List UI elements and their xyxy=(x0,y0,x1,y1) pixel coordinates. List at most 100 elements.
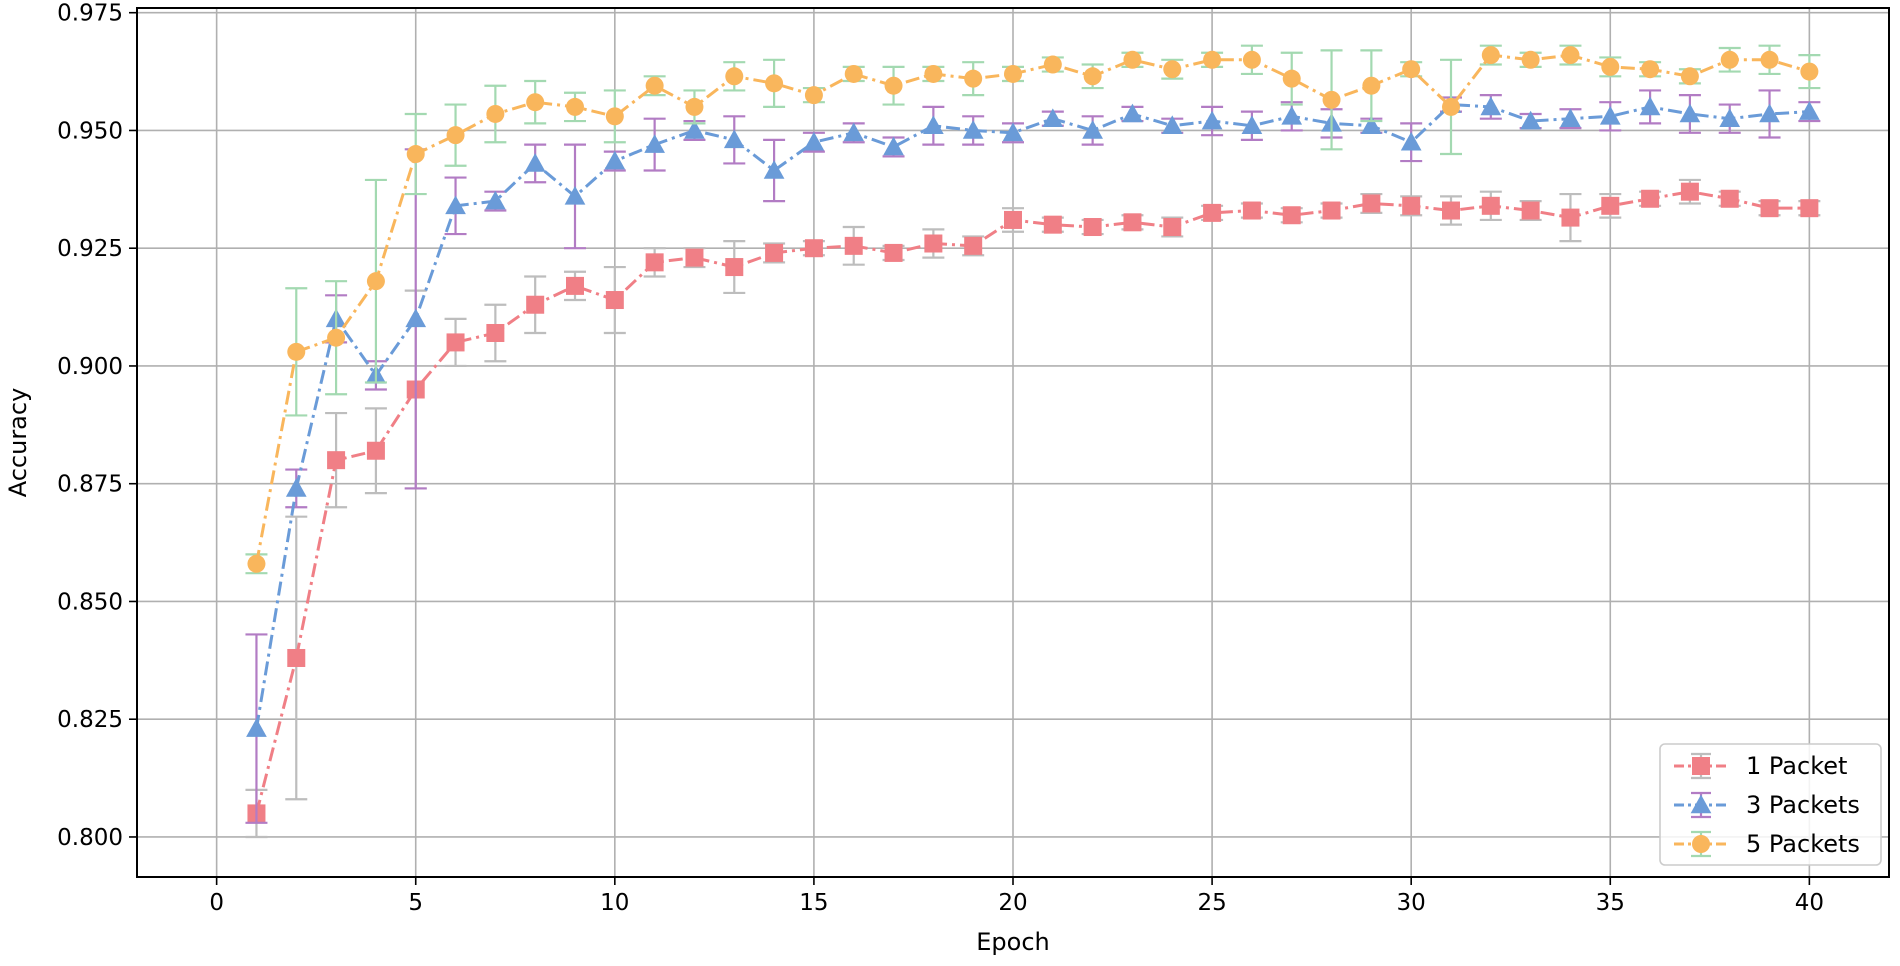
x-tick-label: 10 xyxy=(600,890,629,916)
data-point xyxy=(1083,67,1102,86)
series-1-markers xyxy=(247,182,1819,823)
data-point xyxy=(1641,60,1660,79)
legend-label: 1 Packet xyxy=(1746,752,1847,780)
y-tick-label: 0.875 xyxy=(57,472,123,498)
data-point xyxy=(1719,108,1741,127)
x-tick-label: 20 xyxy=(998,890,1027,916)
data-point xyxy=(366,272,385,291)
data-point xyxy=(1203,203,1222,222)
data-point xyxy=(964,236,983,255)
data-point xyxy=(1043,55,1062,74)
data-point xyxy=(1560,108,1581,127)
data-point xyxy=(1481,46,1500,65)
data-point xyxy=(1799,101,1820,120)
legend-item-2: 3 Packets xyxy=(1674,791,1860,819)
data-point xyxy=(1203,50,1222,69)
data-point xyxy=(1362,194,1381,213)
data-point xyxy=(1161,115,1183,135)
data-point xyxy=(485,190,506,210)
data-point xyxy=(1362,76,1381,95)
data-point xyxy=(1361,115,1382,135)
data-point xyxy=(1163,60,1182,79)
data-point xyxy=(844,236,863,255)
data-point xyxy=(564,186,586,205)
series-3-markers xyxy=(247,46,1819,573)
data-point xyxy=(1043,215,1062,234)
data-point xyxy=(765,74,784,93)
data-point xyxy=(526,295,545,314)
data-point xyxy=(645,253,664,272)
series-1-line xyxy=(255,190,1810,814)
data-point xyxy=(1123,50,1142,69)
data-point xyxy=(962,120,984,139)
y-tick-label: 0.825 xyxy=(57,707,123,733)
data-point xyxy=(1800,62,1819,81)
data-point xyxy=(1242,50,1261,69)
x-tick-label: 5 xyxy=(408,890,423,916)
y-tick-label: 0.850 xyxy=(57,589,123,615)
data-point xyxy=(445,195,466,215)
legend: 1 Packet 3 Packets 5 Packets xyxy=(1659,743,1882,866)
data-point xyxy=(486,323,505,342)
data-point xyxy=(1759,103,1780,123)
data-point xyxy=(725,258,744,277)
data-point xyxy=(1521,50,1540,69)
data-point xyxy=(843,122,865,142)
data-point xyxy=(1282,206,1301,225)
data-point xyxy=(1123,213,1142,232)
legend-marker xyxy=(1692,757,1710,775)
data-point xyxy=(605,107,624,126)
legend-marker xyxy=(1690,794,1712,814)
data-point xyxy=(685,248,704,267)
y-axis-label: Accuracy xyxy=(4,388,32,498)
legend-box xyxy=(1659,743,1882,866)
x-tick-label: 40 xyxy=(1795,890,1824,916)
data-point xyxy=(285,478,307,497)
data-point xyxy=(1760,50,1779,69)
data-point xyxy=(1002,122,1024,142)
y-tick-label: 0.950 xyxy=(57,118,123,144)
data-point xyxy=(844,64,863,83)
data-point xyxy=(406,145,425,164)
x-tick-label: 0 xyxy=(209,890,224,916)
data-point xyxy=(604,150,626,170)
data-point xyxy=(1680,182,1699,201)
data-point xyxy=(1122,103,1143,123)
y-tick-label: 0.900 xyxy=(57,354,123,380)
legend-item-1: 1 Packet xyxy=(1674,752,1847,780)
data-point xyxy=(1639,96,1661,116)
x-tick-label: 15 xyxy=(799,890,828,916)
data-point xyxy=(1163,218,1182,237)
series-1 xyxy=(245,178,1821,839)
data-point xyxy=(644,134,665,153)
data-point xyxy=(566,276,584,295)
data-point xyxy=(566,97,584,116)
axis-ticks: 0 5 10 15 20 25 30 35 40 0.800 0.825 0.850 0.875 0.90… xyxy=(57,1,1824,916)
data-point xyxy=(327,328,346,347)
data-point xyxy=(405,308,427,328)
data-point xyxy=(884,243,903,262)
data-point xyxy=(1004,64,1022,83)
data-point xyxy=(524,153,546,172)
data-point xyxy=(246,718,267,737)
data-point xyxy=(1201,110,1223,130)
data-point xyxy=(1481,196,1500,215)
data-point xyxy=(723,129,745,149)
data-point xyxy=(366,441,385,460)
data-point xyxy=(765,243,784,262)
data-point xyxy=(1561,46,1580,65)
data-point xyxy=(1004,210,1022,229)
x-axis-label: Epoch xyxy=(976,928,1050,956)
y-tick-label: 0.975 xyxy=(57,1,123,27)
series-2-line xyxy=(254,103,1810,729)
data-point xyxy=(1042,108,1064,127)
legend-label: 5 Packets xyxy=(1746,830,1860,858)
legend-item-3: 5 Packets xyxy=(1674,830,1860,858)
data-point xyxy=(923,115,944,135)
data-point xyxy=(1520,110,1541,130)
data-point xyxy=(1641,189,1660,208)
data-point xyxy=(1680,67,1699,86)
data-point xyxy=(287,342,306,361)
data-point xyxy=(1282,69,1301,88)
